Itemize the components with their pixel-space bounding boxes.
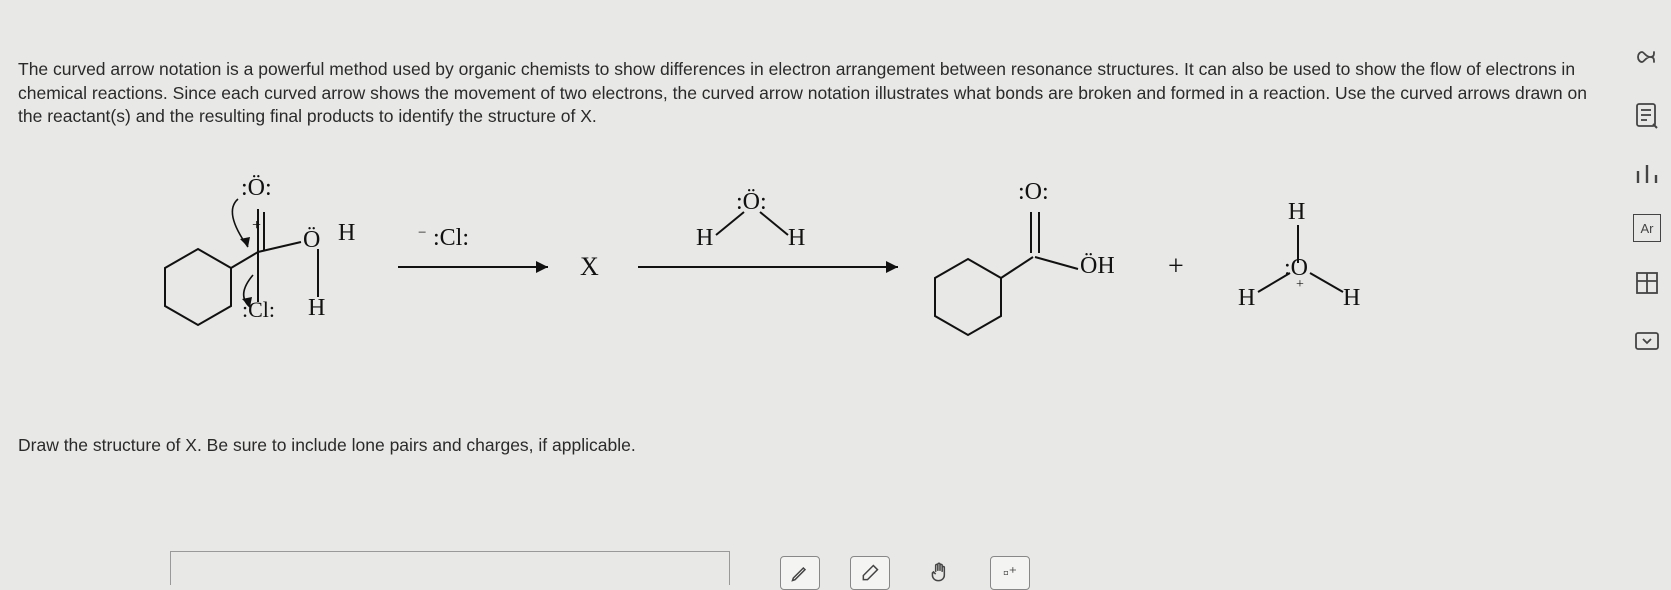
water-H2: H	[788, 225, 805, 252]
atom-H-och3-1: H	[338, 220, 355, 247]
pencil-tool[interactable]	[780, 556, 820, 590]
draw-instruction: Draw the structure of X. Be sure to incl…	[18, 435, 1600, 456]
product-O-doublebond: :O:	[1018, 179, 1049, 206]
periodic-icon[interactable]: Ar	[1633, 214, 1661, 242]
oxo-H-left: H	[1238, 285, 1255, 312]
eraser-tool[interactable]	[850, 556, 890, 590]
periodic-label: Ar	[1641, 221, 1654, 236]
water-O: :Ö:	[736, 189, 767, 216]
atom-O-top: :Ö:	[241, 175, 272, 202]
reagent-Cl: :Cl:	[433, 225, 469, 252]
oxo-charge-plus: +	[1296, 277, 1304, 293]
question-paragraph: The curved arrow notation is a powerful …	[18, 58, 1600, 129]
charge-tool-label: ▫⁺	[1003, 563, 1017, 583]
table-icon[interactable]	[1630, 266, 1664, 300]
charge-minus: −	[418, 225, 426, 242]
water-H1: H	[696, 225, 713, 252]
product-OH: ÖH	[1080, 253, 1115, 280]
intermediate-X-label: X	[580, 252, 599, 282]
infinity-icon[interactable]	[1630, 40, 1664, 74]
hand-tool[interactable]	[920, 556, 960, 590]
oxo-H-right: H	[1343, 285, 1360, 312]
atom-O-right: Ö	[303, 227, 320, 254]
atom-H-och3-2: H	[308, 295, 325, 322]
reaction-svg	[138, 157, 1538, 397]
atom-Cl-leaving: :Cl:	[242, 297, 275, 323]
drawing-toolbar: ▫⁺	[780, 556, 1030, 590]
dropdown-icon[interactable]	[1630, 324, 1664, 358]
plus-separator: +	[1168, 251, 1184, 283]
reaction-scheme-diagram: :Ö: + Ö H H :Cl: − :Cl: X :Ö: H H :O: ÖH…	[138, 157, 1600, 397]
notes-icon[interactable]	[1630, 98, 1664, 132]
stats-icon[interactable]	[1630, 156, 1664, 190]
right-toolbar: Ar	[1623, 40, 1671, 358]
drawing-canvas-partial[interactable]	[170, 551, 730, 585]
charge-plus-small: +	[252, 217, 261, 235]
oxo-H-top: H	[1288, 199, 1305, 226]
charge-tool[interactable]: ▫⁺	[990, 556, 1030, 590]
